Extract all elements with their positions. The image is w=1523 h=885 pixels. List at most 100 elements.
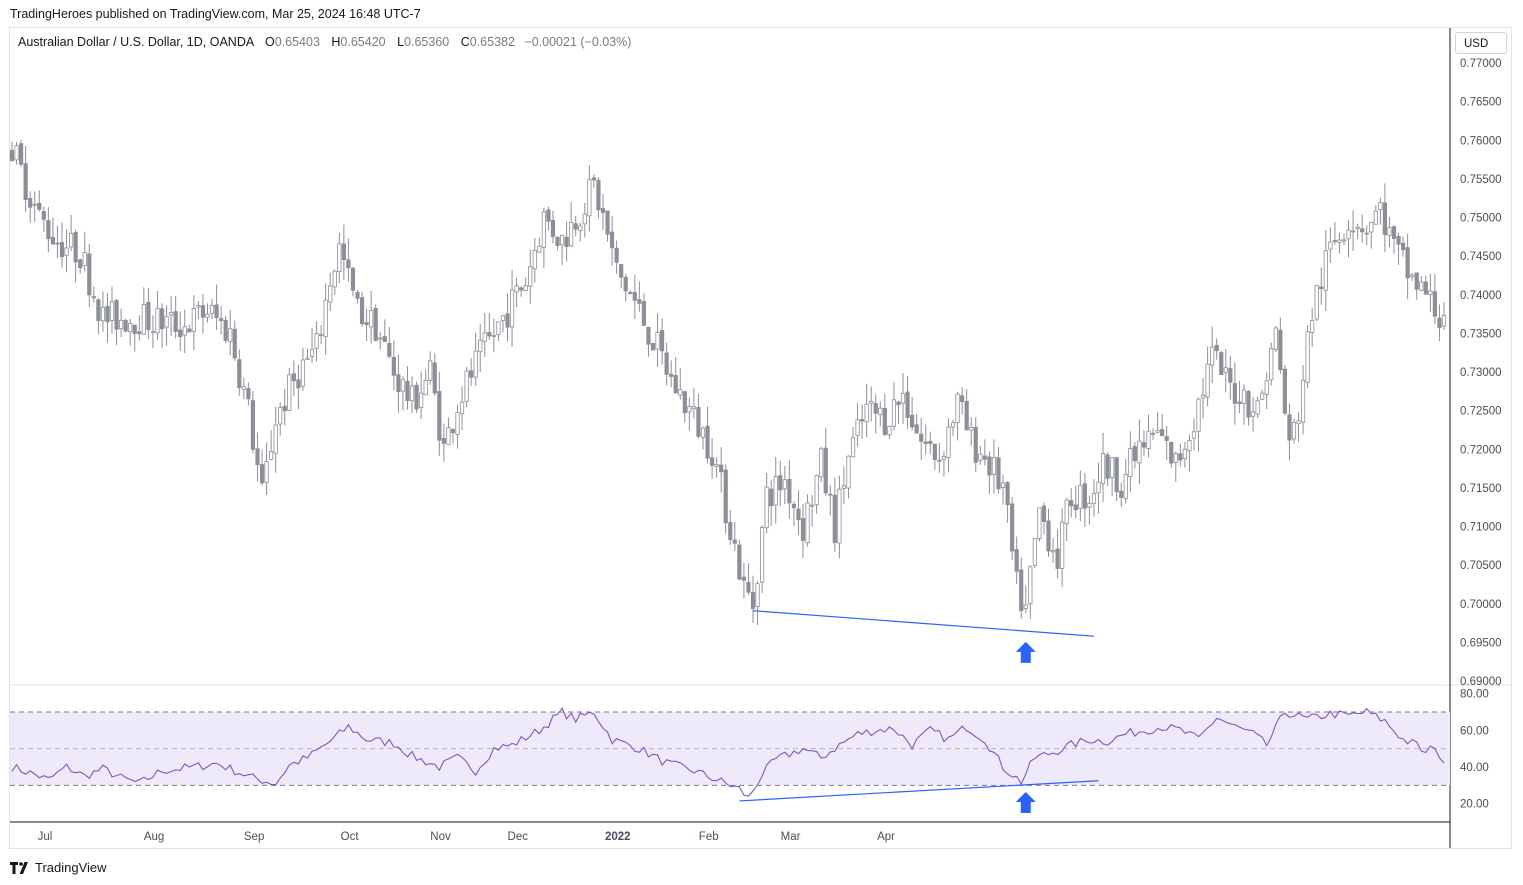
candle-body: [446, 427, 451, 445]
candle-body: [1310, 319, 1315, 333]
candle-body: [941, 455, 947, 460]
candle-body: [900, 393, 906, 404]
candle: [1205, 346, 1210, 407]
candle: [828, 485, 833, 516]
candle-body: [200, 305, 206, 318]
candle: [1187, 434, 1192, 472]
price-up-arrow[interactable]: [1015, 641, 1036, 663]
candle: [623, 273, 628, 302]
price-trendline[interactable]: [752, 610, 1095, 637]
candle-body: [919, 433, 924, 442]
candle-body: [309, 348, 315, 357]
candle-body: [132, 324, 137, 334]
candle: [346, 238, 351, 282]
candle: [1110, 457, 1115, 497]
candle: [482, 312, 487, 357]
candle-body: [491, 334, 496, 337]
candle: [1064, 497, 1069, 542]
price-tick-label: 0.72500: [1460, 406, 1502, 418]
candle: [691, 387, 697, 419]
candle-body: [1255, 400, 1260, 415]
symbol-title[interactable]: Australian Dollar / U.S. Dollar, 1D, OAN…: [18, 35, 254, 49]
candle: [432, 353, 437, 396]
candle-body: [1300, 379, 1306, 423]
candle-body: [605, 210, 610, 235]
candle: [228, 309, 233, 356]
tradingview-logo[interactable]: TradingView: [10, 860, 107, 875]
candle: [400, 376, 406, 411]
candle: [287, 368, 292, 411]
candle-body: [1328, 241, 1333, 250]
candle: [587, 165, 592, 232]
candle-body: [41, 211, 46, 220]
candle: [1100, 432, 1106, 503]
price-tick-label: 0.70500: [1460, 560, 1502, 572]
candle-body: [709, 457, 715, 466]
candle: [355, 290, 360, 304]
tradingview-brand: TradingView: [35, 860, 107, 875]
candle: [1228, 355, 1233, 400]
candle-body: [637, 299, 642, 304]
candle-body: [1414, 272, 1419, 290]
candle-body: [1214, 344, 1219, 352]
candle-body: [1241, 389, 1247, 405]
candle-body: [369, 310, 374, 328]
candle-body: [600, 208, 606, 213]
rsi-up-arrow[interactable]: [1015, 792, 1036, 813]
candle-body: [319, 334, 324, 337]
rsi-divergence-line[interactable]: [739, 780, 1099, 802]
candle-body: [391, 356, 396, 376]
candle-body: [1437, 317, 1442, 328]
candle: [419, 371, 424, 420]
candle-body: [791, 503, 797, 509]
candle-body: [1028, 566, 1033, 605]
candle: [364, 309, 369, 341]
candle: [359, 291, 365, 327]
candle-body: [1100, 453, 1106, 484]
candle: [537, 237, 542, 254]
currency-button[interactable]: USD: [1455, 32, 1507, 54]
candle: [428, 351, 433, 385]
candle-body: [691, 406, 697, 410]
candle-body: [569, 222, 574, 247]
candle-body: [878, 407, 883, 416]
candle-body: [1382, 202, 1388, 235]
candle-body: [696, 407, 701, 437]
candle-body: [855, 419, 860, 436]
candle-body: [509, 289, 515, 328]
candle: [919, 418, 924, 461]
candle-body: [1205, 363, 1210, 398]
candle: [1264, 372, 1269, 410]
candle: [169, 295, 174, 336]
time-tick-label: Nov: [430, 831, 451, 843]
candle: [1014, 536, 1019, 585]
candle-body: [346, 259, 351, 269]
candle-body: [246, 388, 251, 400]
candle-body: [559, 234, 565, 246]
candle-body: [1305, 331, 1310, 383]
candle: [569, 202, 574, 248]
candle: [1246, 390, 1251, 426]
price-tick-label: 0.74000: [1460, 290, 1502, 302]
axes: 0.77000 0.76500 0.76000 0.75500 0.75000 0.745…: [38, 58, 1502, 843]
candle-body: [923, 441, 928, 445]
candle: [232, 320, 237, 361]
candle: [1423, 275, 1428, 295]
candle: [319, 324, 324, 345]
candle-body: [659, 330, 665, 352]
candle: [1287, 403, 1292, 461]
candle: [1137, 419, 1142, 485]
candle-body: [1405, 247, 1410, 279]
candle-body: [1128, 448, 1133, 478]
candle-body: [46, 220, 51, 240]
candle: [1082, 472, 1087, 527]
candle-body: [564, 236, 569, 247]
candle-body: [1223, 367, 1228, 373]
candle: [214, 284, 219, 330]
candle: [259, 449, 265, 486]
candle-body: [882, 407, 887, 435]
candle: [1105, 452, 1110, 486]
candle-body: [850, 437, 856, 458]
candle-body: [300, 359, 306, 387]
